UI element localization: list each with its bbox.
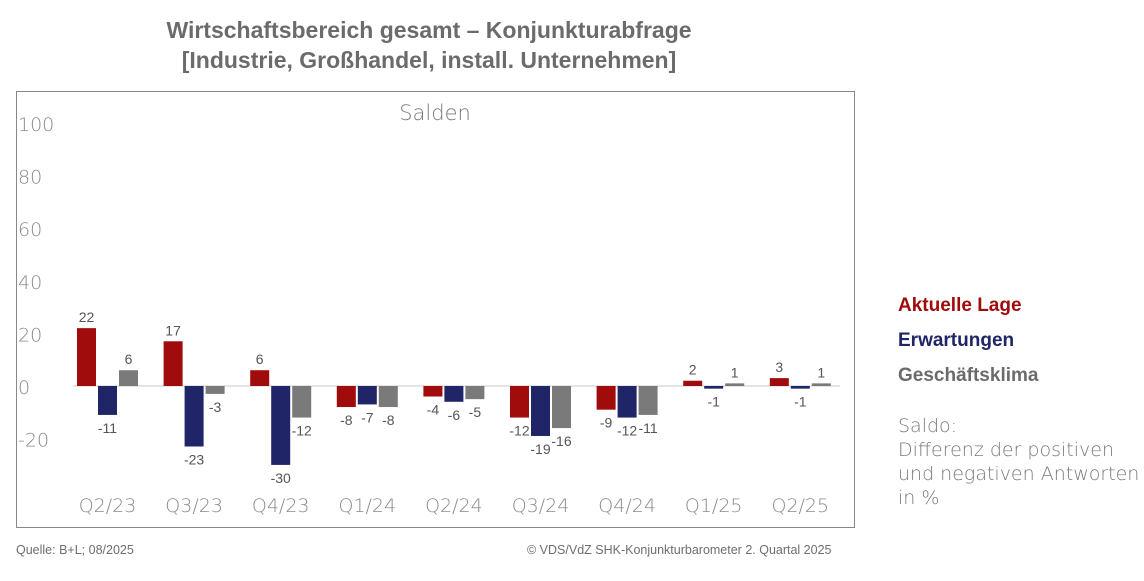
bar-geschaeftsklima (811, 383, 831, 386)
saldo-note-line2: Differenz der positiven (898, 439, 1114, 461)
x-tick-label: Q1/24 (338, 495, 396, 517)
data-label: -4 (427, 402, 440, 418)
data-label: -12 (617, 423, 637, 439)
y-tick-label: -20 (18, 430, 49, 452)
data-label: -9 (600, 415, 613, 431)
copyright-note: © VDS/VdZ SHK-Konjunkturbarometer 2. Qua… (527, 543, 832, 557)
chart-title-line1: Wirtschaftsbereich gesamt – Konjunkturab… (166, 17, 692, 43)
bar-aktuelle-lage (510, 386, 529, 418)
bar-erwartungen (357, 386, 377, 405)
y-tick-label: 60 (18, 219, 42, 241)
bar-erwartungen (184, 386, 204, 447)
bar-aktuelle-lage (250, 370, 270, 386)
x-tick-label: Q3/24 (512, 495, 570, 517)
data-label: -3 (209, 399, 222, 415)
x-tick-label: Q2/23 (79, 495, 137, 517)
source-note: Quelle: B+L; 08/2025 (16, 543, 134, 557)
bar-geschaeftsklima (292, 386, 312, 418)
data-label: -8 (382, 412, 395, 428)
bar-aktuelle-lage (336, 386, 356, 408)
data-label: -1 (707, 394, 720, 410)
bar-erwartungen (617, 386, 637, 418)
bar-erwartungen (704, 386, 724, 389)
bar-aktuelle-lage (77, 328, 96, 386)
x-tick-label: Q3/23 (165, 495, 223, 517)
y-tick-label: 40 (18, 272, 42, 294)
bar-erwartungen (271, 386, 291, 465)
bar-aktuelle-lage (423, 386, 443, 397)
data-label: 17 (165, 322, 181, 338)
data-label: -7 (361, 409, 374, 425)
plot-title: Salden (399, 101, 471, 125)
bar-erwartungen (98, 386, 117, 415)
data-label: -11 (638, 420, 657, 436)
bar-erwartungen (790, 386, 810, 389)
legend-erwartungen: Erwartungen (898, 330, 1015, 351)
y-tick-label: 80 (18, 167, 42, 189)
saldo-note-line3: und negativen Antworten (898, 463, 1140, 485)
bar-geschaeftsklima (465, 386, 485, 400)
data-label: 22 (79, 309, 95, 325)
bar-geschaeftsklima (725, 383, 745, 386)
data-label: -30 (271, 470, 291, 486)
x-tick-label: Q1/25 (685, 495, 743, 517)
data-label: 2 (689, 362, 697, 378)
bar-geschaeftsklima (378, 386, 398, 408)
data-label: -1 (794, 394, 807, 410)
bar-geschaeftsklima (119, 370, 138, 386)
bar-geschaeftsklima (205, 386, 225, 394)
data-label: 3 (775, 359, 783, 375)
data-label: 6 (256, 351, 264, 367)
bar-chart: Salden100806040200-2022-116Q2/2317-23-3Q… (16, 91, 855, 528)
data-label: -6 (448, 407, 461, 423)
legend-geschaeftsklima: Geschäftsklima (898, 365, 1039, 386)
bar-aktuelle-lage (769, 378, 789, 386)
plot-frame (16, 91, 855, 528)
x-tick-label: Q4/24 (598, 495, 656, 517)
bar-geschaeftsklima (552, 386, 571, 429)
saldo-note-line4: in % (898, 487, 940, 509)
bar-aktuelle-lage (596, 386, 616, 410)
data-label: -12 (509, 423, 529, 439)
legend-aktuelle-lage: Aktuelle Lage (898, 295, 1022, 316)
chart-title-line2: [Industrie, Großhandel, install. Unterne… (181, 47, 677, 73)
bar-aktuelle-lage (683, 380, 703, 386)
data-label: -19 (530, 441, 550, 457)
data-label: -5 (469, 404, 482, 420)
x-tick-label: Q2/24 (425, 495, 483, 517)
bar-geschaeftsklima (638, 386, 658, 415)
data-label: -23 (184, 451, 204, 467)
data-label: 6 (125, 351, 133, 367)
saldo-note-line1: Saldo: (898, 415, 958, 437)
data-label: -8 (340, 412, 353, 428)
data-label: -12 (292, 423, 312, 439)
data-label: -16 (551, 433, 571, 449)
x-tick-label: Q4/23 (252, 495, 310, 517)
bar-erwartungen (444, 386, 464, 402)
y-tick-label: 20 (18, 324, 42, 346)
data-label: -11 (98, 420, 117, 436)
bar-erwartungen (531, 386, 550, 436)
bar-aktuelle-lage (163, 341, 183, 386)
y-tick-label: 100 (18, 114, 54, 136)
x-tick-label: Q2/25 (771, 495, 829, 517)
data-label: 1 (817, 364, 825, 380)
data-label: 1 (731, 364, 739, 380)
y-tick-label: 0 (18, 377, 30, 399)
